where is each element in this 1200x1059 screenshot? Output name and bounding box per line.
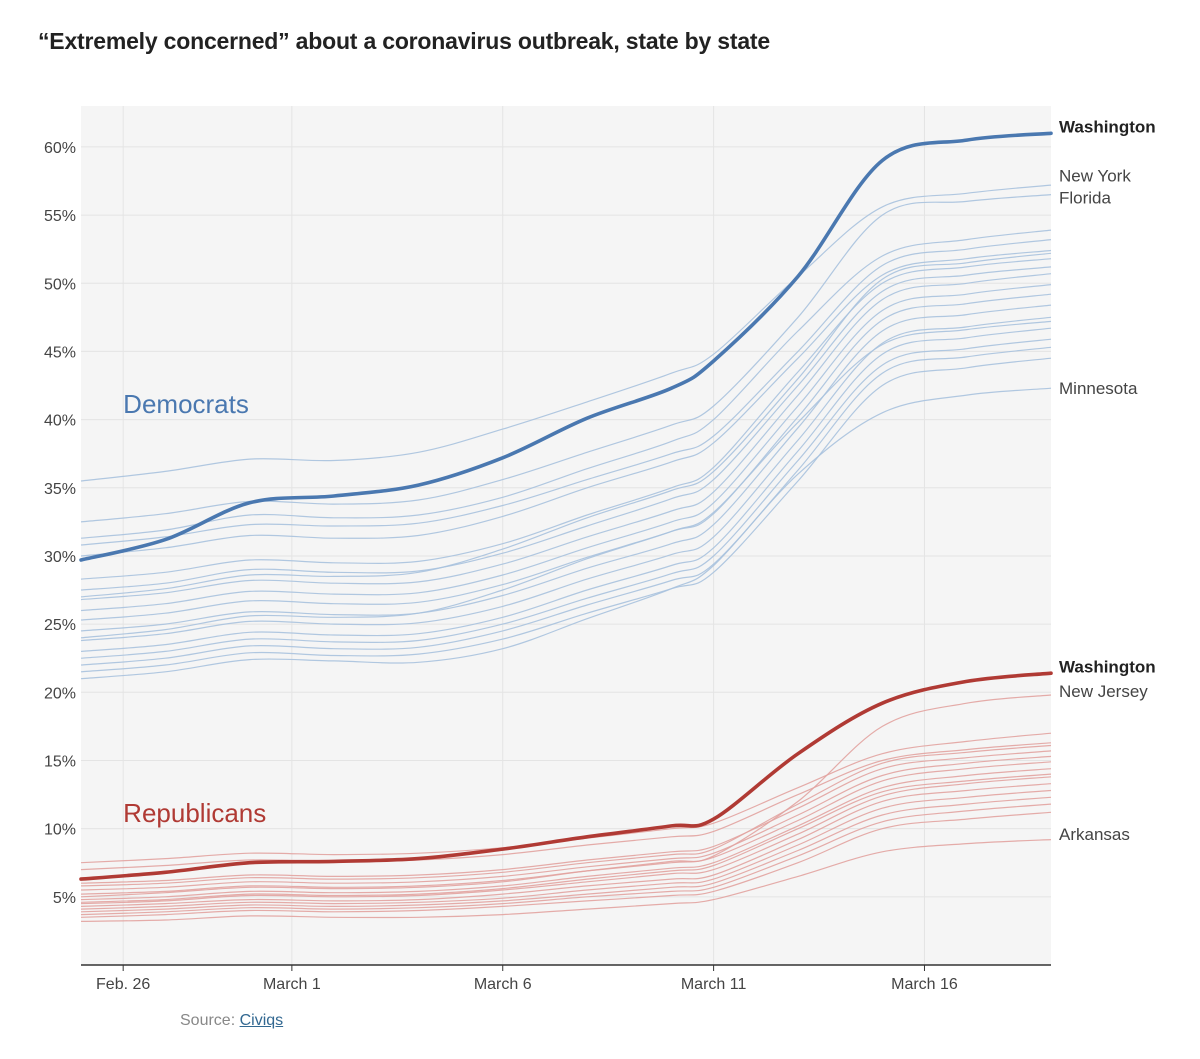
- series-line-state-democrats-17: [80, 346, 1052, 666]
- y-tick-label: 60%: [44, 140, 76, 157]
- democrat-end-label: New York: [1059, 167, 1131, 186]
- series-line-state-republicans-13: [80, 796, 1052, 913]
- series-line-state-republicans-15: [80, 811, 1052, 918]
- republican-end-label: Washington: [1059, 657, 1156, 676]
- series-line-state-republicans-16: [80, 773, 1052, 903]
- x-tick-label: Feb. 26: [96, 976, 150, 993]
- source-link[interactable]: Civiqs: [239, 1012, 284, 1029]
- state-lines: [80, 184, 1052, 922]
- y-tick-label: 40%: [44, 413, 76, 430]
- series-line-state-democrats-7: [80, 249, 1052, 557]
- series-line-state-republicans-17: [80, 744, 1052, 887]
- series-line-minnesota-democrats: [80, 387, 1052, 680]
- series-line-state-republicans-6: [80, 750, 1052, 884]
- series-line-state-republicans-9: [80, 768, 1052, 901]
- x-tick-label: March 6: [474, 976, 532, 993]
- highlighted-lines: [79, 131, 1053, 881]
- republican-end-label: Arkansas: [1059, 825, 1130, 844]
- series-line-state-democrats-5: [80, 229, 1052, 539]
- plot-background: [81, 106, 1051, 965]
- chart-title: “Extremely concerned” about a coronaviru…: [38, 28, 770, 54]
- y-tick-label: 5%: [53, 890, 76, 907]
- series-line-washington-democrats: [79, 131, 1053, 562]
- x-tick-label: March 16: [891, 976, 958, 993]
- series-line-state-democrats-10: [80, 273, 1052, 601]
- series-line-new-york-democrats: [80, 184, 1052, 482]
- grid-lines: [81, 106, 1051, 965]
- series-line-washington-republicans: [79, 671, 1053, 881]
- series-line-state-democrats-16: [80, 338, 1052, 659]
- line-end-labels: Washington New York Florida Minnesota Washin…: [1059, 117, 1156, 844]
- series-line-state-democrats-9: [80, 266, 1052, 591]
- series-line-state-republicans-12: [80, 789, 1052, 910]
- democrat-group-label: Democrats: [123, 389, 249, 419]
- y-tick-label: 45%: [44, 344, 76, 361]
- group-labels: Democrats Republicans: [123, 389, 266, 828]
- source-label: Source:: [180, 1012, 236, 1029]
- y-tick-label: 20%: [44, 685, 76, 702]
- series-line-state-democrats-15: [80, 327, 1052, 652]
- democrat-end-label: Washington: [1059, 117, 1156, 136]
- democrat-end-label: Minnesota: [1059, 379, 1138, 398]
- y-tick-label: 50%: [44, 276, 76, 293]
- series-line-state-republicans-10: [80, 776, 1052, 905]
- series-line-state-democrats-20: [80, 320, 1052, 639]
- x-axis: Feb. 26 March 1 March 6 March 11 March 16: [81, 964, 1051, 993]
- series-line-state-democrats-11: [80, 284, 1052, 612]
- series-line-state-republicans-7: [80, 755, 1052, 891]
- y-tick-label: 30%: [44, 549, 76, 566]
- x-tick-label: March 11: [681, 976, 747, 993]
- series-line-state-democrats-8: [80, 258, 1052, 580]
- y-tick-label: 15%: [44, 753, 76, 770]
- source-note: Source: Civiqs: [180, 1012, 283, 1030]
- series-line-arkansas-republicans: [80, 839, 1052, 922]
- y-tick-label: 55%: [44, 208, 76, 225]
- series-line-state-democrats-13: [80, 304, 1052, 632]
- series-line-state-republicans-11: [80, 783, 1052, 907]
- y-axis: 5% 10% 15% 20% 25% 30% 35% 40% 45% 50% 55% 60%: [44, 140, 76, 907]
- series-line-state-democrats-12: [80, 293, 1052, 621]
- x-tick-label: March 1: [263, 976, 321, 993]
- series-line-state-republicans-8: [80, 761, 1052, 895]
- republican-end-label: New Jersey: [1059, 682, 1148, 701]
- series-line-state-republicans-14: [80, 803, 1052, 916]
- y-tick-label: 35%: [44, 481, 76, 498]
- y-tick-label: 25%: [44, 617, 76, 634]
- series-line-state-democrats-6: [80, 239, 1052, 546]
- series-line-state-democrats-19: [80, 252, 1052, 598]
- series-line-state-democrats-14: [80, 316, 1052, 642]
- democrat-end-label: Florida: [1059, 188, 1112, 207]
- republican-group-label: Republicans: [123, 798, 266, 828]
- y-tick-label: 10%: [44, 822, 76, 839]
- series-line-state-democrats-18: [80, 357, 1052, 673]
- series-line-state-republicans-5: [80, 742, 1052, 871]
